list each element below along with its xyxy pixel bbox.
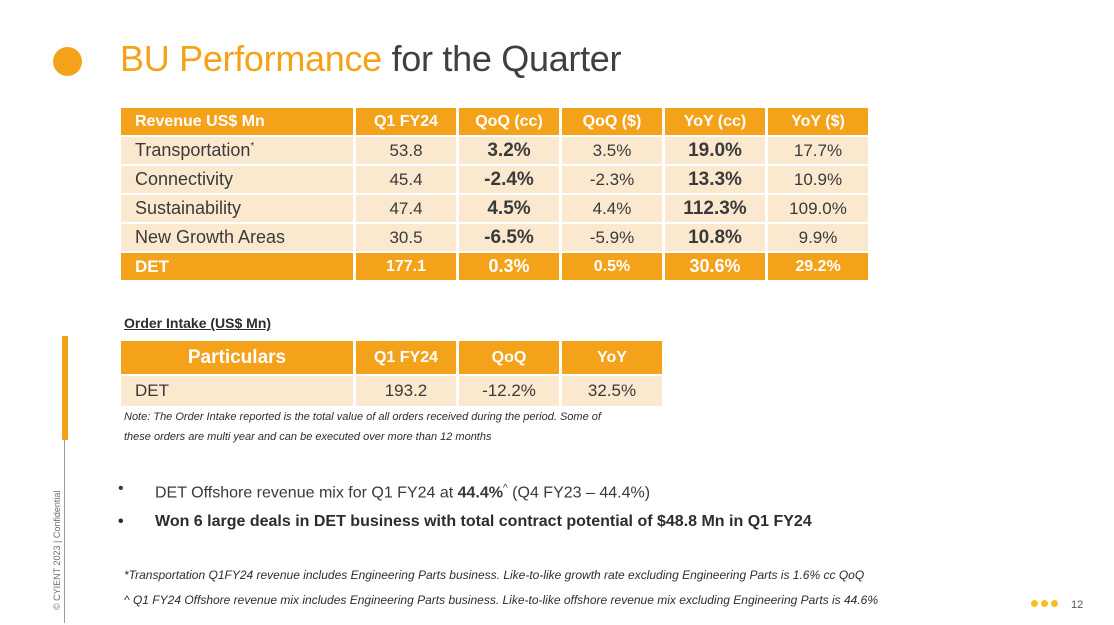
cell-q1: 53.8 bbox=[356, 137, 456, 164]
confidential-label: © CYIENT 2023 | Confidential bbox=[52, 490, 62, 610]
cell-yoy-cc: 112.3% bbox=[665, 195, 765, 222]
note-line: these orders are multi year and can be e… bbox=[124, 431, 492, 443]
cell-q1: 47.4 bbox=[356, 195, 456, 222]
cell-yoy-cc: 19.0% bbox=[665, 137, 765, 164]
header-particulars: Particulars bbox=[121, 341, 353, 374]
highlights-list: DET Offshore revenue mix for Q1 FY24 at … bbox=[118, 474, 812, 536]
total-q1: 177.1 bbox=[356, 253, 456, 280]
title-accent: BU Performance bbox=[120, 38, 382, 79]
total-yoy-cc: 30.6% bbox=[665, 253, 765, 280]
bullet-text: (Q4 FY23 – 44.4%) bbox=[507, 484, 651, 502]
side-divider bbox=[64, 440, 65, 623]
row-label: Sustainability bbox=[121, 195, 353, 222]
dot bbox=[1051, 600, 1058, 607]
revenue-table: Revenue US$ Mn Q1 FY24 QoQ (cc) QoQ ($) … bbox=[118, 106, 871, 282]
order-intake-header-row: Particulars Q1 FY24 QoQ YoY bbox=[121, 341, 662, 374]
cell-yoy-cc: 13.3% bbox=[665, 166, 765, 193]
cell-yoy-usd: 10.9% bbox=[768, 166, 868, 193]
table-row: New Growth Areas 30.5 -6.5% -5.9% 10.8% … bbox=[121, 224, 868, 251]
cell-yoy-usd: 109.0% bbox=[768, 195, 868, 222]
side-accent-bar bbox=[62, 336, 68, 440]
cell-yoy: 32.5% bbox=[562, 376, 662, 406]
row-label: Connectivity bbox=[121, 166, 353, 193]
cell-q1: 30.5 bbox=[356, 224, 456, 251]
table-row: Connectivity 45.4 -2.4% -2.3% 13.3% 10.9… bbox=[121, 166, 868, 193]
order-intake-table: Particulars Q1 FY24 QoQ YoY DET 193.2 -1… bbox=[118, 339, 665, 408]
total-row: DET 177.1 0.3% 0.5% 30.6% 29.2% bbox=[121, 253, 868, 280]
cell-q1: 193.2 bbox=[356, 376, 456, 406]
header-yoy-usd: YoY ($) bbox=[768, 108, 868, 135]
dot bbox=[1041, 600, 1048, 607]
list-item: DET Offshore revenue mix for Q1 FY24 at … bbox=[118, 474, 812, 507]
table-row: Sustainability 47.4 4.5% 4.4% 112.3% 109… bbox=[121, 195, 868, 222]
cell-yoy-usd: 17.7% bbox=[768, 137, 868, 164]
cell-qoq-cc: -6.5% bbox=[459, 224, 559, 251]
order-intake-title: Order Intake (US$ Mn) bbox=[124, 315, 272, 331]
cell-qoq-usd: 4.4% bbox=[562, 195, 662, 222]
footnote: *Transportation Q1FY24 revenue includes … bbox=[124, 568, 865, 582]
cell-qoq-cc: 4.5% bbox=[459, 195, 559, 222]
row-label-text: Transportation bbox=[135, 140, 251, 160]
header-yoy-cc: YoY (cc) bbox=[665, 108, 765, 135]
footnote-mark: ^ bbox=[503, 483, 508, 494]
cell-qoq-usd: -2.3% bbox=[562, 166, 662, 193]
header-qoq: QoQ bbox=[459, 341, 559, 374]
header-qoq-cc: QoQ (cc) bbox=[459, 108, 559, 135]
cell-qoq-usd: 3.5% bbox=[562, 137, 662, 164]
page-title: BU Performance for the Quarter bbox=[120, 38, 622, 80]
title-bullet-dot bbox=[53, 47, 82, 76]
header-q1: Q1 FY24 bbox=[356, 341, 456, 374]
cell-qoq-usd: -5.9% bbox=[562, 224, 662, 251]
brand-dots bbox=[1031, 600, 1058, 607]
total-label: DET bbox=[121, 253, 353, 280]
total-yoy-usd: 29.2% bbox=[768, 253, 868, 280]
header-yoy: YoY bbox=[562, 341, 662, 374]
cell-q1: 45.4 bbox=[356, 166, 456, 193]
cell-yoy-usd: 9.9% bbox=[768, 224, 868, 251]
bullet-text: DET Offshore revenue mix for Q1 FY24 at bbox=[155, 484, 458, 502]
title-rest: for the Quarter bbox=[391, 38, 622, 79]
order-intake-note: Note: The Order Intake reported is the t… bbox=[124, 407, 684, 447]
cell-qoq-cc: -2.4% bbox=[459, 166, 559, 193]
table-row: Transportation* 53.8 3.2% 3.5% 19.0% 17.… bbox=[121, 137, 868, 164]
dot bbox=[1031, 600, 1038, 607]
row-label: New Growth Areas bbox=[121, 224, 353, 251]
header-qoq-usd: QoQ ($) bbox=[562, 108, 662, 135]
note-line: Note: The Order Intake reported is the t… bbox=[124, 411, 601, 423]
cell-qoq: -12.2% bbox=[459, 376, 559, 406]
row-label: DET bbox=[121, 376, 353, 406]
header-revenue: Revenue US$ Mn bbox=[121, 108, 353, 135]
total-qoq-usd: 0.5% bbox=[562, 253, 662, 280]
cell-yoy-cc: 10.8% bbox=[665, 224, 765, 251]
page-number: 12 bbox=[1071, 599, 1084, 611]
footnote-mark: * bbox=[250, 141, 255, 152]
revenue-header-row: Revenue US$ Mn Q1 FY24 QoQ (cc) QoQ ($) … bbox=[121, 108, 868, 135]
row-label: Transportation* bbox=[121, 137, 353, 164]
cell-qoq-cc: 3.2% bbox=[459, 137, 559, 164]
list-item: Won 6 large deals in DET business with t… bbox=[118, 507, 812, 536]
table-row: DET 193.2 -12.2% 32.5% bbox=[121, 376, 662, 406]
header-q1: Q1 FY24 bbox=[356, 108, 456, 135]
offshore-mix-value: 44.4% bbox=[457, 484, 504, 502]
total-qoq-cc: 0.3% bbox=[459, 253, 559, 280]
footnote: ^ Q1 FY24 Offshore revenue mix includes … bbox=[124, 593, 879, 607]
